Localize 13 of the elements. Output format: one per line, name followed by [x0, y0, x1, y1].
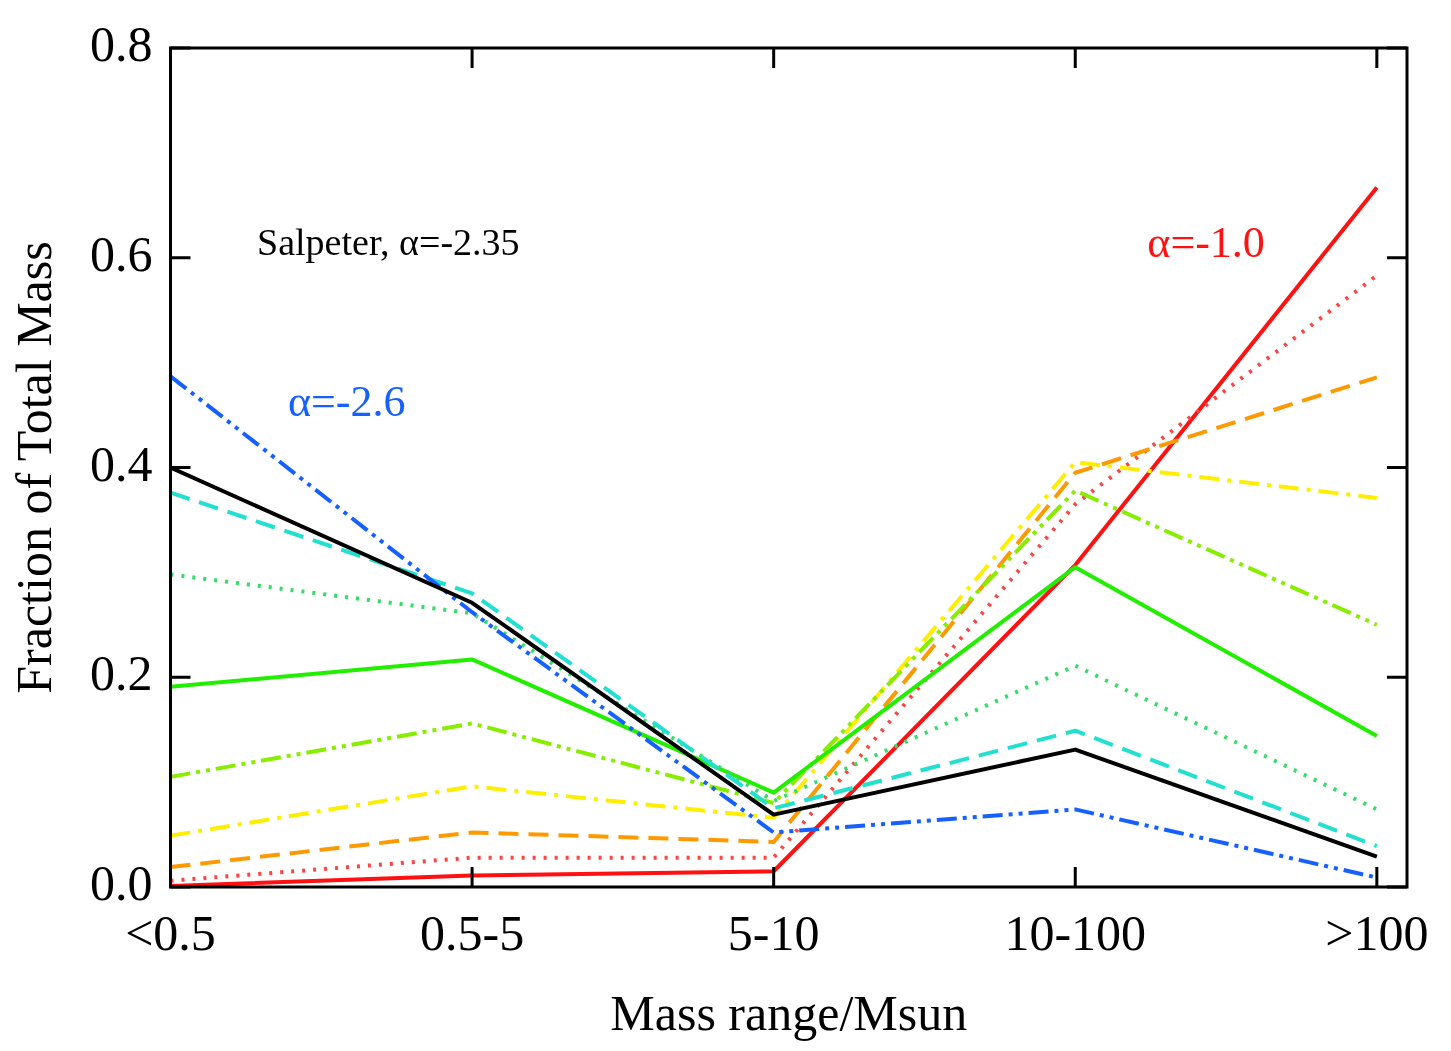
x-tick-label: 10-100: [1004, 905, 1147, 962]
legend-label: Salpeter, α=-2.35: [257, 221, 520, 264]
y-axis-title: Fraction of Total Mass: [6, 241, 63, 694]
series-label: α=-1.0: [1147, 217, 1265, 267]
x-tick-label: >100: [1325, 905, 1429, 962]
y-tick-label: 0.8: [90, 16, 153, 73]
x-tick-label: 5-10: [727, 905, 820, 962]
y-tick-label: 0.4: [90, 435, 153, 492]
y-tick-label: 0.2: [90, 645, 153, 702]
x-tick-label: 0.5-5: [420, 905, 525, 962]
y-tick-label: 0.6: [90, 225, 153, 282]
x-axis-title: Mass range/Msun: [610, 985, 968, 1042]
series-label: α=-2.6: [287, 377, 406, 427]
